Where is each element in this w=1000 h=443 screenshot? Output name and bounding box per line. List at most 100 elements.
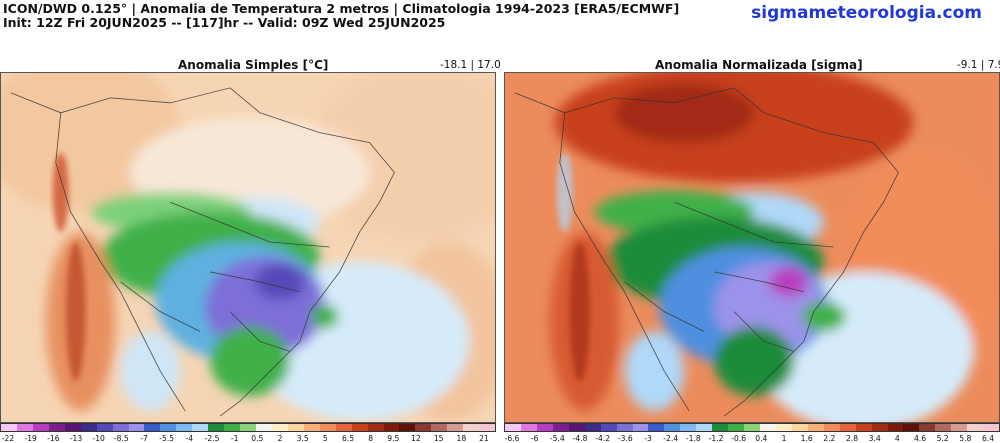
colorbar-swatch <box>1 424 17 431</box>
colorbar-swatch <box>616 424 633 431</box>
colorbar-swatch <box>919 424 936 431</box>
colorbar-swatch <box>287 424 304 431</box>
colorbar-swatch <box>367 424 384 431</box>
right-colorbar-ticks: -6.6 -6 -5.4 -4.8 -4.2 -3.6 -3 -2.4 -1.8 -1.2 -0.6… <box>504 434 1000 443</box>
colorbar-tick-label: -3.6 <box>617 434 633 443</box>
colorbar-swatch <box>887 424 904 431</box>
colorbar-swatch <box>144 424 161 431</box>
colorbar-tick-label: -5.4 <box>549 434 565 443</box>
colorbar-tick-label: 3.4 <box>868 434 881 443</box>
colorbar-tick-label: -7 <box>140 434 148 443</box>
colorbar-tick-label: -13 <box>69 434 83 443</box>
colorbar-swatch <box>760 424 776 431</box>
colorbar-swatch <box>271 424 288 431</box>
colorbar-swatch <box>712 424 729 431</box>
colorbar-tick-label: -5.5 <box>159 434 175 443</box>
colorbar-tick-label: 18 <box>456 434 467 443</box>
colorbar-tick-label: -22 <box>1 434 15 443</box>
colorbar-swatch <box>399 424 416 431</box>
colorbar-swatch <box>335 424 352 431</box>
colorbar-swatch <box>584 424 601 431</box>
colorbar-swatch <box>903 424 920 431</box>
colorbar-swatch <box>632 424 649 431</box>
colorbar-swatch <box>351 424 368 431</box>
colorbar-swatch <box>256 424 272 431</box>
colorbar-swatch <box>696 424 713 431</box>
colorbar-swatch <box>303 424 320 431</box>
site-watermark: sigmameteorologia.com <box>751 3 982 23</box>
colorbar-swatch <box>967 424 984 431</box>
colorbar-swatch <box>935 424 952 431</box>
colorbar-swatch <box>479 424 496 431</box>
chart-subtitle: Init: 12Z Fri 20JUN2025 -- [117]hr -- Va… <box>3 15 446 30</box>
colorbar-swatch <box>983 424 1000 431</box>
left-colorbar-ticks: -22 -19 -16 -13 -10 -8.5 -7 -5.5 -4 -2.5 -1 0.5 2 3.5… <box>0 434 496 443</box>
colorbar-tick-label: -2.5 <box>204 434 220 443</box>
colorbar-tick-label: 2 <box>277 434 283 443</box>
colorbar-swatch <box>431 424 448 431</box>
colorbar-tick-label: 2.8 <box>845 434 859 443</box>
colorbar-swatch <box>176 424 193 431</box>
colorbar-tick-label: 4.6 <box>913 434 927 443</box>
colorbar-tick-label: -8.5 <box>113 434 129 443</box>
colorbar-tick-label: 2.2 <box>823 434 836 443</box>
colorbar-tick-label: 4 <box>894 434 900 443</box>
colorbar-swatch <box>128 424 145 431</box>
colorbar-tick-label: 3.5 <box>296 434 309 443</box>
colorbar-swatch <box>744 424 760 431</box>
colorbar-swatch <box>64 424 81 431</box>
colorbar-swatch <box>160 424 177 431</box>
colorbar-swatch <box>112 424 129 431</box>
colorbar-tick-label: 6.5 <box>341 434 355 443</box>
colorbar-tick-label: 1.6 <box>800 434 813 443</box>
colorbar-swatch <box>807 424 824 431</box>
colorbar-swatch <box>505 424 521 431</box>
colorbar-swatch <box>664 424 681 431</box>
colorbar-tick-label: -16 <box>47 434 60 443</box>
colorbar-tick-label: -1 <box>230 434 239 443</box>
colorbar-swatch <box>951 424 968 431</box>
left-panel-range: -18.1 | 17.0 <box>440 59 501 71</box>
colorbar-swatch <box>552 424 569 431</box>
colorbar-tick-label: -6.6 <box>504 434 520 443</box>
colorbar-tick-label: 15 <box>433 434 444 443</box>
colorbar-tick-label: -2.4 <box>663 434 679 443</box>
colorbar-swatch <box>536 424 553 431</box>
colorbar-swatch <box>383 424 400 431</box>
colorbar-tick-label: -19 <box>24 434 37 443</box>
colorbar-swatch <box>16 424 33 431</box>
colorbar-swatch <box>871 424 888 431</box>
right-panel-range: -9.1 | 7.9 <box>957 59 1000 71</box>
colorbar-swatch <box>240 424 256 431</box>
colorbar-tick-label: -10 <box>92 434 105 443</box>
left-panel-title: Anomalia Simples [°C] <box>178 58 329 72</box>
colorbar-tick-label: -0.6 <box>731 434 747 443</box>
colorbar-swatch <box>208 424 225 431</box>
colorbar-tick-label: -6 <box>530 434 539 443</box>
right-colorbar <box>504 423 1000 432</box>
colorbar-swatch <box>224 424 241 431</box>
colorbar-tick-label: 8 <box>368 434 374 443</box>
colorbar-tick-label: 9.5 <box>387 434 400 443</box>
right-anomaly-map <box>504 72 1000 423</box>
colorbar-swatch <box>319 424 336 431</box>
colorbar-tick-label: 0.4 <box>755 434 768 443</box>
colorbar-swatch <box>855 424 872 431</box>
colorbar-tick-label: 5 <box>322 434 328 443</box>
colorbar-swatch <box>80 424 97 431</box>
colorbar-swatch <box>463 424 480 431</box>
colorbar-swatch <box>791 424 808 431</box>
colorbar-tick-label: -1.2 <box>708 434 724 443</box>
colorbar-tick-label: -3 <box>644 434 652 443</box>
colorbar-swatch <box>775 424 792 431</box>
colorbar-tick-label: 0.5 <box>251 434 264 443</box>
colorbar-swatch <box>447 424 464 431</box>
colorbar-tick-label: 21 <box>479 434 489 443</box>
colorbar-swatch <box>839 424 856 431</box>
colorbar-swatch <box>96 424 113 431</box>
colorbar-swatch <box>568 424 585 431</box>
colorbar-swatch <box>48 424 65 431</box>
left-anomaly-map <box>0 72 496 423</box>
colorbar-swatch <box>415 424 432 431</box>
colorbar-swatch <box>192 424 209 431</box>
